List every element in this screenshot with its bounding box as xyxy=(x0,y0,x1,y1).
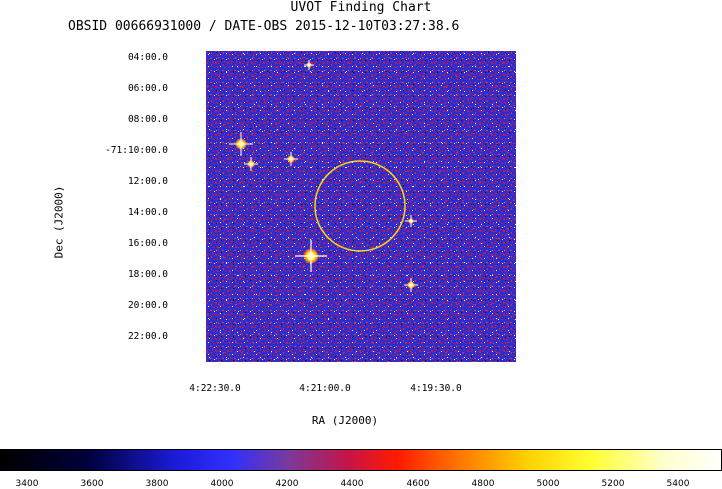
ra-tick-label: 4:21:00.0 xyxy=(299,383,351,394)
image-noise-overlay xyxy=(206,51,516,362)
colorbar-tick-label: 3800 xyxy=(145,479,169,489)
dec-tick-label: 16:00.0 xyxy=(127,238,168,249)
colorbar-tick-label: 4400 xyxy=(340,479,364,489)
ra-tick-label: 4:19:30.0 xyxy=(410,383,462,394)
x-axis-label: RA (J2000) xyxy=(311,414,379,427)
dec-tick-label: -71:10:00.0 xyxy=(105,145,168,156)
colorbar-tick-label: 4200 xyxy=(275,479,299,489)
dec-tick-label: 18:00.0 xyxy=(127,269,168,280)
colorbar-tick-label: 4000 xyxy=(210,479,234,489)
bright-source xyxy=(304,60,314,70)
chart-title: UVOT Finding Chart xyxy=(290,0,432,15)
source-region-circle xyxy=(314,160,406,252)
dec-tick-label: 12:00.0 xyxy=(127,176,168,187)
dec-tick-label: 06:00.0 xyxy=(127,83,168,94)
sky-image xyxy=(206,51,516,362)
dec-tick-label: 14:00.0 xyxy=(127,207,168,218)
ra-tick-label: 4:22:30.0 xyxy=(189,383,241,394)
dec-tick-label: 08:00.0 xyxy=(127,114,168,125)
chart-subtitle: OBSID 00666931000 / DATE-OBS 2015-12-10T… xyxy=(68,19,460,34)
bright-source xyxy=(229,132,253,156)
bright-source xyxy=(405,215,417,227)
dec-tick-label: 22:00.0 xyxy=(127,331,168,342)
colorbar-tick-label: 3600 xyxy=(80,479,104,489)
dec-tick-label: 04:00.0 xyxy=(127,52,168,63)
colorbar-tick-label: 5400 xyxy=(666,479,690,489)
colorbar-gradient xyxy=(0,449,722,471)
bright-source xyxy=(284,152,298,166)
colorbar-tick-label: 5200 xyxy=(601,479,625,489)
colorbar-tick-label: 4600 xyxy=(406,479,430,489)
colorbar xyxy=(0,449,722,471)
colorbar-tick-label: 4800 xyxy=(471,479,495,489)
colorbar-tick-label: 5000 xyxy=(536,479,560,489)
bright-source xyxy=(244,157,258,171)
dec-tick-label: 20:00.0 xyxy=(127,300,168,311)
bright-source xyxy=(404,278,418,292)
colorbar-tick-label: 3400 xyxy=(15,479,39,489)
y-axis-label: Dec (J2000) xyxy=(52,185,66,259)
bright-source xyxy=(295,240,327,272)
